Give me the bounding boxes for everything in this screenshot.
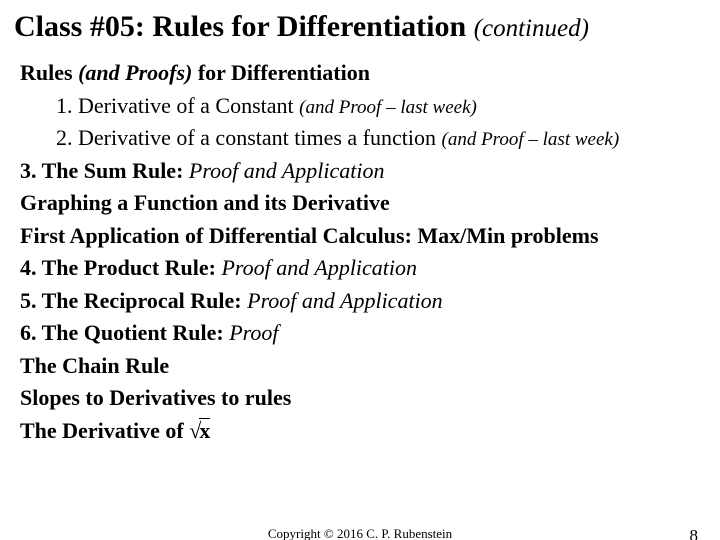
text: 5. The Reciprocal Rule: bbox=[20, 288, 247, 313]
text: First Application of Differential Calcul… bbox=[20, 223, 599, 248]
text-italic: Proof and Application bbox=[247, 288, 443, 313]
copyright-text: Copyright © 2016 C. P. Rubenstein bbox=[268, 526, 452, 540]
text: 2. Derivative of a constant times a func… bbox=[56, 125, 442, 150]
text: Graphing a Function and its Derivative bbox=[20, 190, 390, 215]
text: 1. Derivative of a Constant bbox=[56, 93, 299, 118]
line-graphing: Graphing a Function and its Derivative bbox=[20, 187, 706, 220]
line-derivative-sqrt: The Derivative of √x bbox=[20, 415, 706, 448]
text-note: (and Proof – last week) bbox=[299, 97, 477, 118]
line-item-5: 5. The Reciprocal Rule: Proof and Applic… bbox=[20, 285, 706, 318]
line-item-3: 3. The Sum Rule: Proof and Application bbox=[20, 155, 706, 188]
slide-title: Class #05: Rules for Differentiation (co… bbox=[14, 10, 706, 43]
line-item-6: 6. The Quotient Rule: Proof bbox=[20, 317, 706, 350]
text-italic: Proof and Application bbox=[221, 255, 417, 280]
sqrt-arg: x bbox=[199, 418, 210, 442]
line-item-4: 4. The Product Rule: Proof and Applicati… bbox=[20, 252, 706, 285]
page-number: 8 bbox=[690, 526, 699, 540]
text-italic: Proof bbox=[229, 320, 278, 345]
text: 4. The Product Rule: bbox=[20, 255, 221, 280]
text: for Differentiation bbox=[192, 60, 370, 85]
sqrt-icon: √x bbox=[189, 415, 210, 448]
text: 3. The Sum Rule: bbox=[20, 158, 189, 183]
text: Slopes to Derivatives to rules bbox=[20, 385, 291, 410]
line-heading: Rules (and Proofs) for Differentiation bbox=[20, 57, 706, 90]
line-first-application: First Application of Differential Calcul… bbox=[20, 220, 706, 253]
text: The Derivative of bbox=[20, 418, 189, 443]
text-italic: Proof and Application bbox=[189, 158, 385, 183]
slide-body: Rules (and Proofs) for Differentiation 1… bbox=[14, 57, 706, 448]
text-note: (and Proof – last week) bbox=[442, 129, 620, 150]
text: The Chain Rule bbox=[20, 353, 169, 378]
line-item-2: 2. Derivative of a constant times a func… bbox=[20, 122, 706, 155]
line-chain-rule: The Chain Rule bbox=[20, 350, 706, 383]
line-slopes: Slopes to Derivatives to rules bbox=[20, 382, 706, 415]
title-main: Class #05: Rules for Differentiation bbox=[14, 10, 466, 43]
text-italic: (and Proofs) bbox=[78, 60, 192, 85]
slide: Class #05: Rules for Differentiation (co… bbox=[0, 0, 720, 540]
title-continued: (continued) bbox=[474, 15, 589, 42]
text: Rules bbox=[20, 60, 78, 85]
line-item-1: 1. Derivative of a Constant (and Proof –… bbox=[20, 90, 706, 123]
text: 6. The Quotient Rule: bbox=[20, 320, 229, 345]
